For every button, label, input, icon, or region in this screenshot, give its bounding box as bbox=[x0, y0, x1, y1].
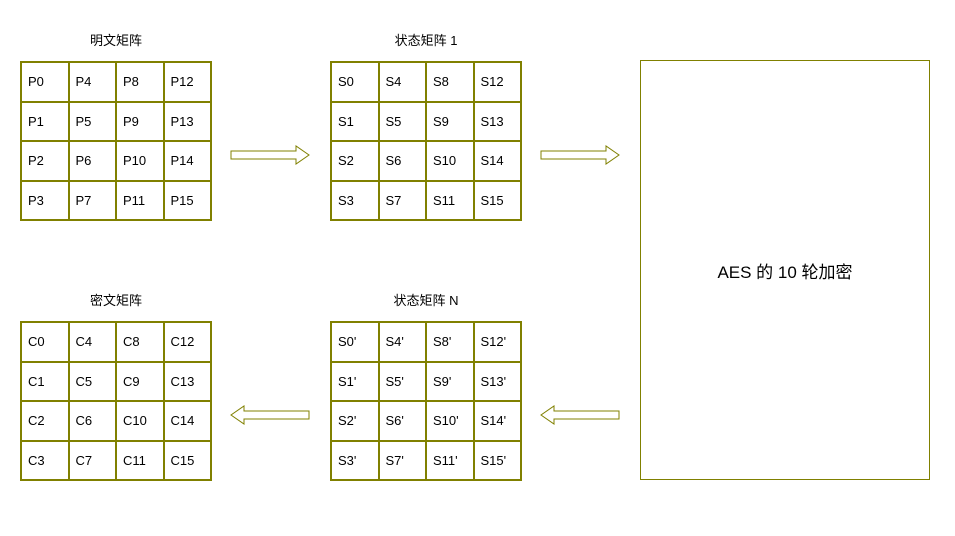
matrix-cell: S8' bbox=[426, 322, 474, 362]
matrix-cell: C7 bbox=[69, 441, 117, 481]
matrix-cell: S13' bbox=[474, 362, 522, 402]
matrix-cell: S4 bbox=[379, 62, 427, 102]
matrix-cell: S7' bbox=[379, 441, 427, 481]
plaintext-matrix-block: 明文矩阵 P0P4P8P12 P1P5P9P13 P2P6P10P14 P3P7P11… bbox=[20, 30, 212, 221]
matrix-cell: C11 bbox=[116, 441, 164, 481]
matrix-cell: P8 bbox=[116, 62, 164, 102]
matrix-cell: C5 bbox=[69, 362, 117, 402]
matrix-cell: S10' bbox=[426, 401, 474, 441]
state1-matrix: S0S4S8S12 S1S5S9S13 S2S6S10S14 S3S7S11S15 bbox=[330, 61, 522, 221]
matrix-cell: P13 bbox=[164, 102, 212, 142]
matrix-cell: S1' bbox=[331, 362, 379, 402]
matrix-cell: C10 bbox=[116, 401, 164, 441]
matrix-cell: S9 bbox=[426, 102, 474, 142]
matrix-cell: C9 bbox=[116, 362, 164, 402]
matrix-cell: P14 bbox=[164, 141, 212, 181]
matrix-cell: S2' bbox=[331, 401, 379, 441]
plaintext-matrix: P0P4P8P12 P1P5P9P13 P2P6P10P14 P3P7P11P15 bbox=[20, 61, 212, 221]
matrix-cell: S14' bbox=[474, 401, 522, 441]
stateN-title: 状态矩阵 N bbox=[330, 290, 522, 309]
matrix-cell: C14 bbox=[164, 401, 212, 441]
matrix-cell: P2 bbox=[21, 141, 69, 181]
state1-matrix-block: 状态矩阵 1 S0S4S8S12S1S5S9S13S2S6S10S14S3S7S… bbox=[330, 30, 522, 221]
aes-rounds-box: AES 的 10 轮加密 bbox=[640, 60, 930, 480]
matrix-cell: P12 bbox=[164, 62, 212, 102]
matrix-cell: S3 bbox=[331, 181, 379, 221]
matrix-cell: P7 bbox=[69, 181, 117, 221]
matrix-cell: P0 bbox=[21, 62, 69, 102]
matrix-cell: C15 bbox=[164, 441, 212, 481]
matrix-cell: P9 bbox=[116, 102, 164, 142]
matrix-cell: C6 bbox=[69, 401, 117, 441]
matrix-cell: C0 bbox=[21, 322, 69, 362]
matrix-cell: S3' bbox=[331, 441, 379, 481]
matrix-cell: S14 bbox=[474, 141, 522, 181]
matrix-cell: C3 bbox=[21, 441, 69, 481]
matrix-cell: S5' bbox=[379, 362, 427, 402]
matrix-cell: S10 bbox=[426, 141, 474, 181]
matrix-cell: C13 bbox=[164, 362, 212, 402]
matrix-cell: S11 bbox=[426, 181, 474, 221]
matrix-cell: P11 bbox=[116, 181, 164, 221]
matrix-cell: S1 bbox=[331, 102, 379, 142]
matrix-cell: S4' bbox=[379, 322, 427, 362]
matrix-cell: S15' bbox=[474, 441, 522, 481]
matrix-cell: S6' bbox=[379, 401, 427, 441]
matrix-cell: P5 bbox=[69, 102, 117, 142]
matrix-cell: S12' bbox=[474, 322, 522, 362]
matrix-cell: P15 bbox=[164, 181, 212, 221]
matrix-cell: S11' bbox=[426, 441, 474, 481]
matrix-cell: C8 bbox=[116, 322, 164, 362]
matrix-cell: C2 bbox=[21, 401, 69, 441]
matrix-cell: S13 bbox=[474, 102, 522, 142]
matrix-cell: P10 bbox=[116, 141, 164, 181]
matrix-cell: C12 bbox=[164, 322, 212, 362]
arrow-state1-to-aes bbox=[540, 145, 620, 165]
matrix-cell: S7 bbox=[379, 181, 427, 221]
aes-rounds-label: AES 的 10 轮加密 bbox=[717, 258, 852, 283]
ciphertext-title: 密文矩阵 bbox=[20, 290, 212, 309]
arrow-stateN-to-ciphertext bbox=[230, 405, 310, 425]
arrow-plaintext-to-state1 bbox=[230, 145, 310, 165]
matrix-cell: C1 bbox=[21, 362, 69, 402]
matrix-cell: P4 bbox=[69, 62, 117, 102]
matrix-cell: S6 bbox=[379, 141, 427, 181]
matrix-cell: S2 bbox=[331, 141, 379, 181]
plaintext-title: 明文矩阵 bbox=[20, 30, 212, 49]
matrix-cell: S5 bbox=[379, 102, 427, 142]
matrix-cell: S15 bbox=[474, 181, 522, 221]
matrix-cell: C4 bbox=[69, 322, 117, 362]
ciphertext-matrix-block: 密文矩阵 C0C4C8C12 C1C5C9C13 C2C6C10C14 C3C7C11… bbox=[20, 290, 212, 481]
matrix-cell: P6 bbox=[69, 141, 117, 181]
matrix-cell: P1 bbox=[21, 102, 69, 142]
matrix-cell: S12 bbox=[474, 62, 522, 102]
matrix-cell: S0' bbox=[331, 322, 379, 362]
matrix-cell: S0 bbox=[331, 62, 379, 102]
stateN-matrix-block: 状态矩阵 N S0'S4'S8'S12'S1'S5'S9'S13'S2'S6'S… bbox=[330, 290, 522, 481]
arrow-aes-to-stateN bbox=[540, 405, 620, 425]
matrix-cell: P3 bbox=[21, 181, 69, 221]
stateN-matrix: S0'S4'S8'S12' S1'S5'S9'S13' S2'S6'S10'S14'… bbox=[330, 321, 522, 481]
matrix-cell: S9' bbox=[426, 362, 474, 402]
matrix-cell: S8 bbox=[426, 62, 474, 102]
state1-title: 状态矩阵 1 bbox=[330, 30, 522, 49]
ciphertext-matrix: C0C4C8C12 C1C5C9C13 C2C6C10C14 C3C7C11C15 bbox=[20, 321, 212, 481]
